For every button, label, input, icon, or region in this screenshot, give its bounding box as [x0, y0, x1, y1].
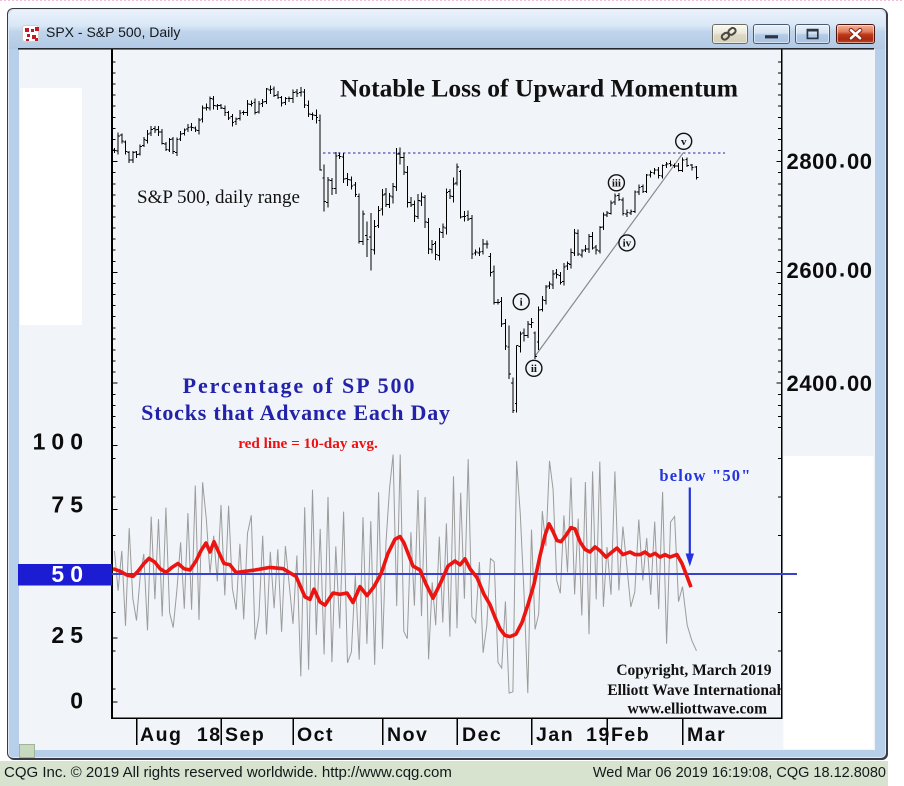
svg-text:red line = 10-day avg.: red line = 10-day avg.	[238, 435, 378, 452]
svg-text:Nov: Nov	[387, 724, 428, 746]
svg-text:Notable Loss of Upward Momentu: Notable Loss of Upward Momentum	[340, 74, 738, 103]
svg-text:2600.00: 2600.00	[787, 257, 873, 284]
svg-text:iii: iii	[612, 177, 621, 189]
svg-text:50: 50	[51, 561, 89, 587]
svg-text:2400.00: 2400.00	[787, 370, 873, 397]
svg-text:0: 0	[70, 688, 89, 714]
svg-text:www.elliottwave.com: www.elliottwave.com	[628, 701, 768, 718]
svg-text:Elliott Wave International: Elliott Wave International	[607, 682, 781, 699]
svg-text:ii: ii	[531, 363, 537, 375]
svg-text:Dec: Dec	[462, 724, 502, 746]
svg-text:v: v	[681, 136, 687, 148]
svg-text:2800.00: 2800.00	[787, 148, 873, 175]
svg-text:S&P 500, daily range: S&P 500, daily range	[137, 187, 300, 208]
svg-text:Oct: Oct	[297, 724, 334, 746]
svg-text:Feb: Feb	[611, 724, 650, 746]
svg-text:100: 100	[33, 429, 89, 455]
svg-text:Percentage of SP 500: Percentage of SP 500	[183, 373, 417, 398]
svg-text:i: i	[520, 296, 523, 308]
svg-text:iv: iv	[623, 238, 632, 250]
svg-text:Mar: Mar	[687, 724, 726, 746]
svg-text:Stocks that Advance Each Day: Stocks that Advance Each Day	[141, 400, 451, 425]
svg-text:75: 75	[51, 492, 89, 518]
svg-text:below "50": below "50"	[659, 466, 751, 485]
svg-text:Copyright, March 2019: Copyright, March 2019	[616, 662, 771, 679]
svg-text:25: 25	[51, 622, 89, 648]
svg-text:Sep: Sep	[225, 724, 265, 746]
